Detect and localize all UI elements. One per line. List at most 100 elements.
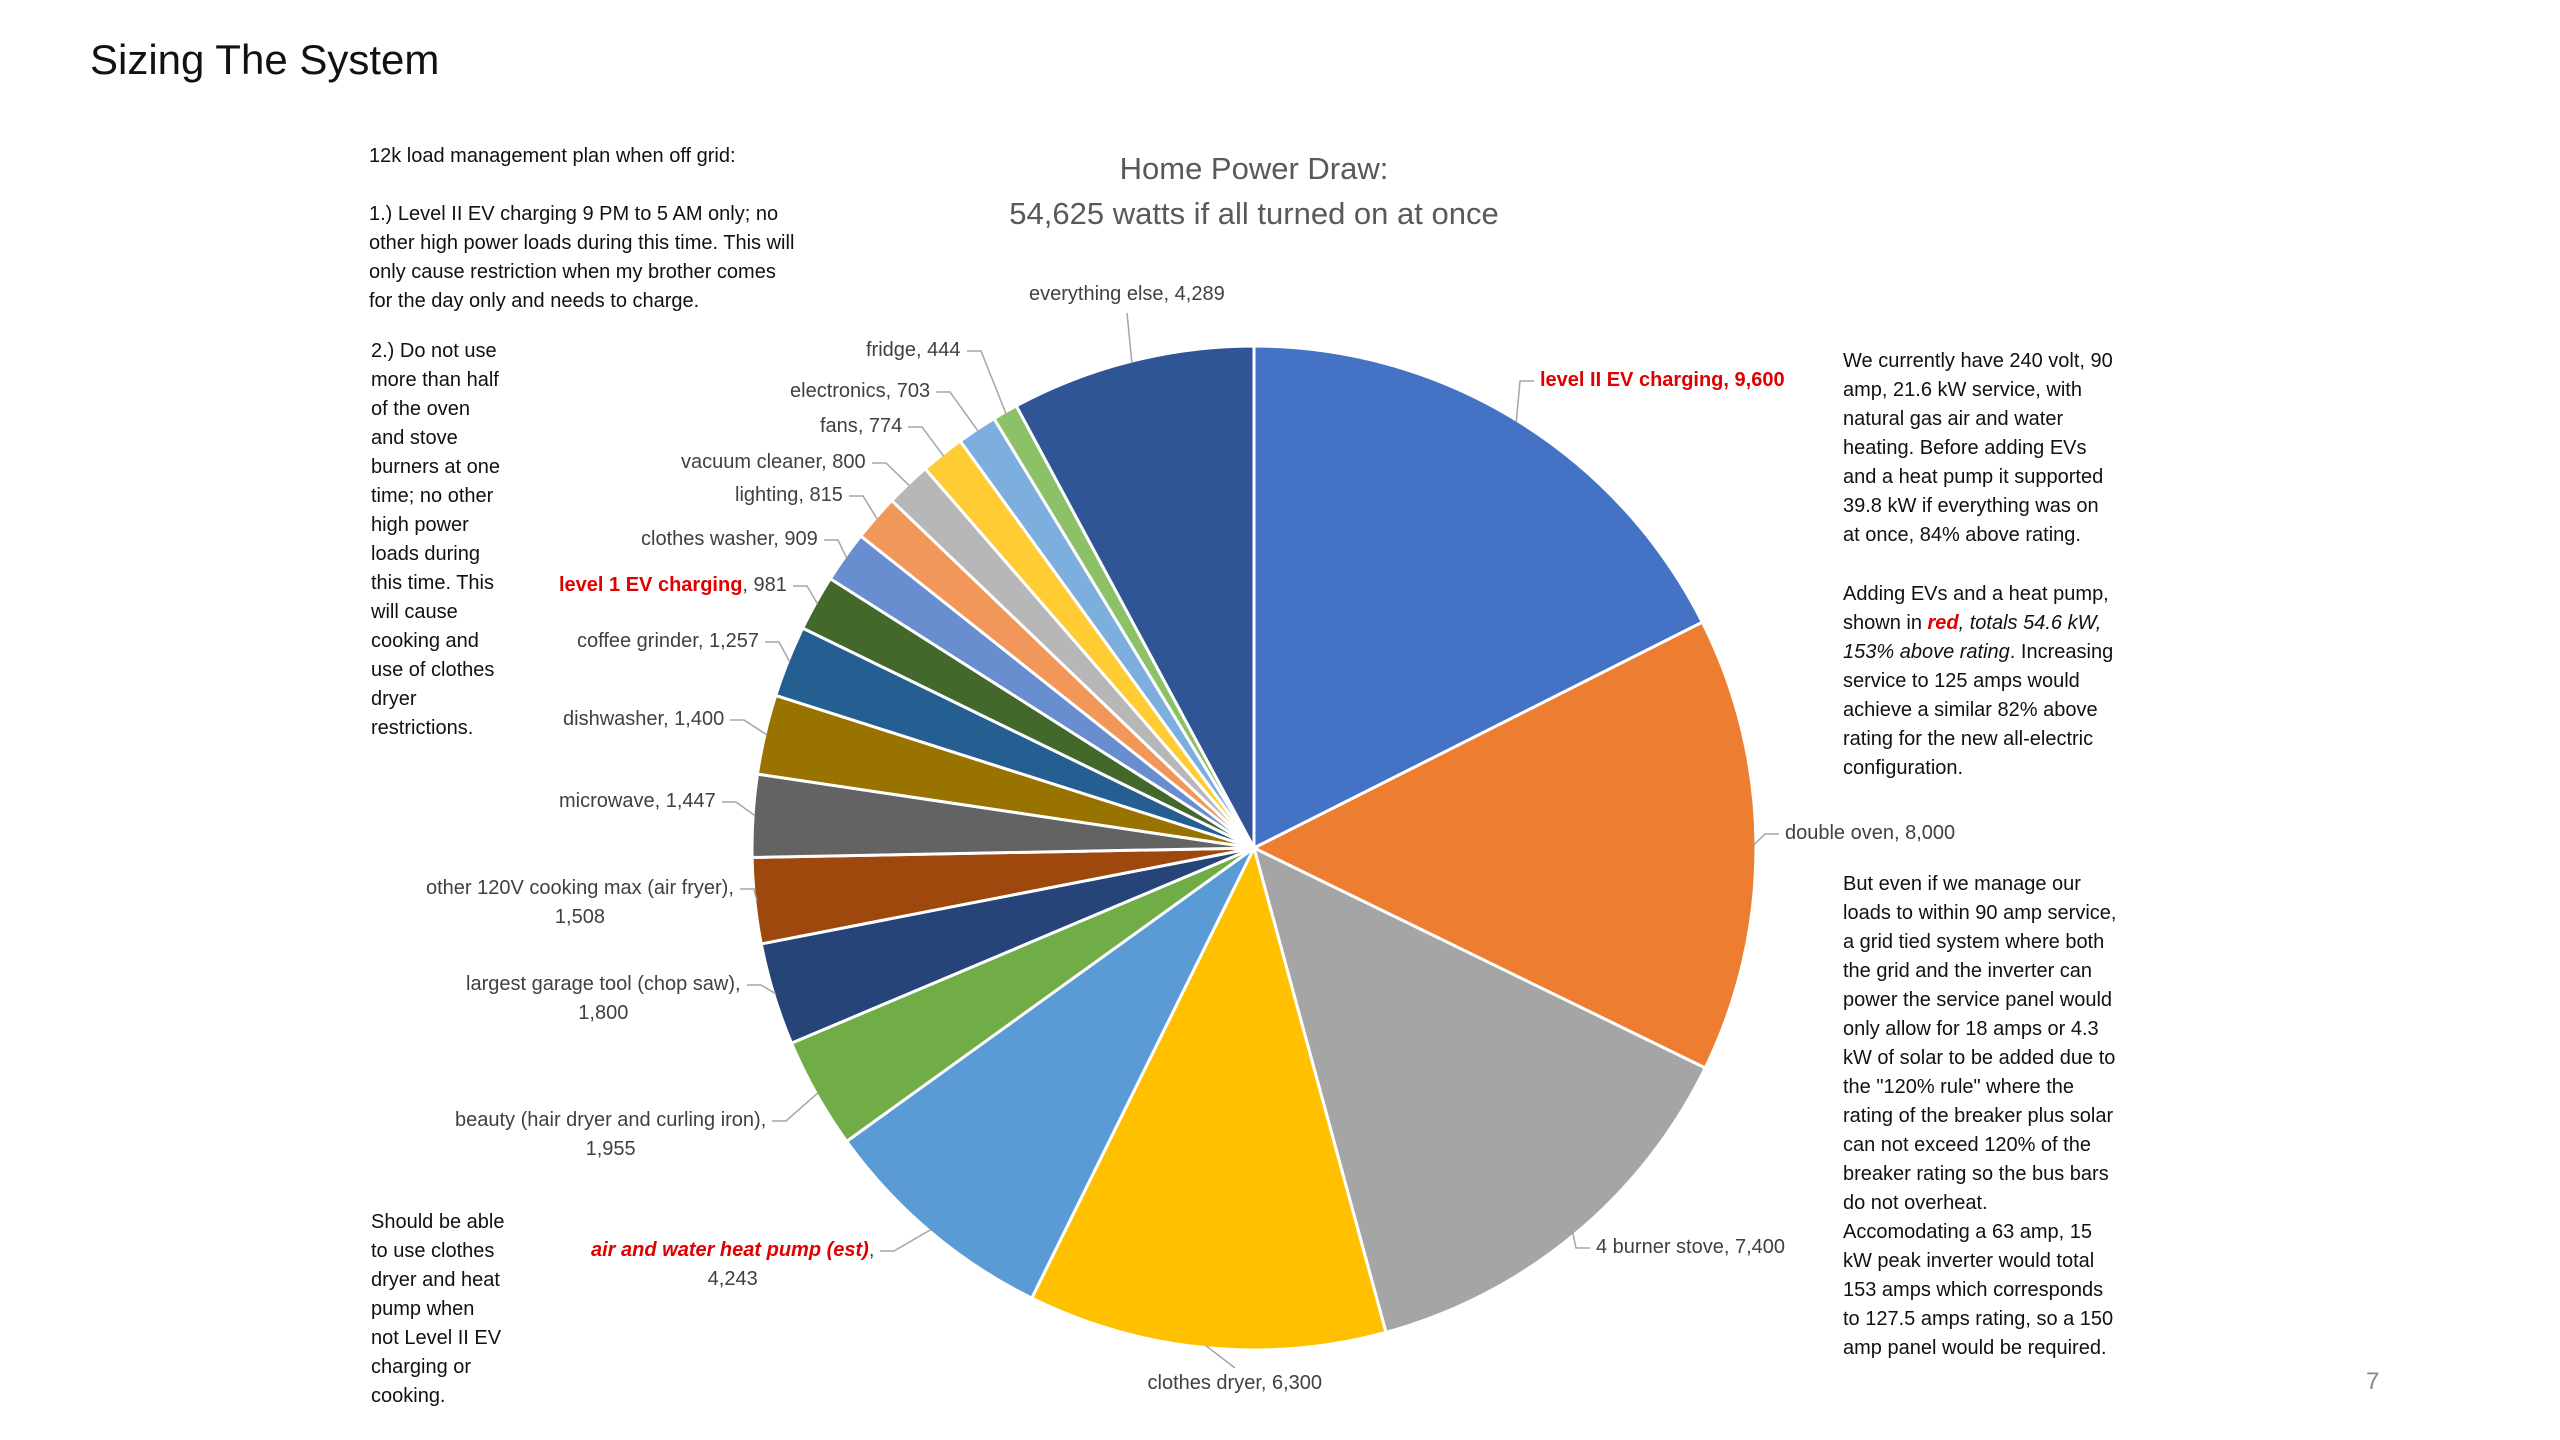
data-label: dishwasher, 1,400 <box>563 705 724 734</box>
data-label: largest garage tool (chop saw), 1,800 <box>466 970 741 1028</box>
text-segment: shown in <box>1843 612 1928 634</box>
data-label-name: electronics <box>790 380 886 402</box>
text-line: 153 amps which corresponds <box>1843 1279 2104 1301</box>
leader-line <box>1126 312 1133 364</box>
data-label: level 1 EV charging, 981 <box>559 571 787 600</box>
text-line: high power <box>371 514 469 536</box>
slide-title: Sizing The System <box>90 36 440 83</box>
data-label-name: double oven <box>1785 822 1894 844</box>
data-label-value: , 909 <box>773 528 818 550</box>
text-line: kW peak inverter would total <box>1843 1250 2095 1272</box>
data-label-value: , <box>735 973 741 995</box>
leader-line <box>908 426 945 457</box>
text-line: of the oven <box>371 398 470 420</box>
leader-line <box>849 495 878 520</box>
data-label: 4 burner stove, 7,400 <box>1596 1233 1785 1262</box>
data-label-value: , 7,400 <box>1723 1236 1786 1258</box>
data-label: double oven, 8,000 <box>1785 819 1955 848</box>
text-line: Accomodating a 63 amp, 15 <box>1843 1221 2093 1243</box>
text-line: charging or <box>371 1356 472 1378</box>
data-label-value: , 1,400 <box>663 708 725 730</box>
data-label: clothes washer, 909 <box>641 525 818 554</box>
text-segment: red <box>1927 612 1959 634</box>
text-line: loads during <box>371 543 480 565</box>
text-line: configuration. <box>1843 757 1964 779</box>
data-label: other 120V cooking max (air fryer), 1,50… <box>426 874 734 932</box>
text-line: to use clothes <box>371 1240 495 1262</box>
pie-slice-4-burner-stove <box>1251 845 1708 1335</box>
data-label-name: lighting <box>735 484 799 506</box>
data-label-value: , 9,600 <box>1723 369 1785 391</box>
text-line: Should be able <box>371 1211 505 1233</box>
text-line: achieve a similar 82% above <box>1843 699 2098 721</box>
text-line: kW of solar to be added due to <box>1843 1047 2116 1069</box>
data-label-name: microwave <box>559 790 655 812</box>
text-line: the "120% rule" where the <box>1843 1076 2075 1098</box>
data-label-value: , 6,300 <box>1260 1372 1323 1394</box>
leader-line <box>872 462 910 487</box>
text-line: burners at one <box>371 456 500 478</box>
leader-line <box>824 539 848 559</box>
text-segment: . Increasing <box>2009 641 2114 663</box>
text-line: other high power loads during this time.… <box>369 232 795 254</box>
text-line: 39.8 kW if everything was on <box>1843 495 2099 517</box>
data-label-name: clothes dryer <box>1147 1372 1261 1394</box>
leader-line <box>730 719 768 736</box>
data-label-value: , 703 <box>885 380 931 402</box>
text-line: loads to within 90 amp service, <box>1843 902 2117 924</box>
page-number: 7 <box>2366 1368 2380 1395</box>
data-label: everything else, 4,289 <box>1029 280 1225 309</box>
bottom-note: Should be able to use clothes dryer and he… <box>371 1208 504 1411</box>
text-line: dryer and heat <box>371 1269 500 1291</box>
text-line: use of clothes <box>371 659 495 681</box>
data-label-name: 4 burner stove <box>1596 1236 1724 1258</box>
text-line: the grid and the inverter can <box>1843 960 2093 982</box>
leader-line <box>722 801 756 817</box>
leader-line <box>1205 1345 1236 1369</box>
chart-title-line-2: 54,625 watts if all turned on at once <box>1009 196 1499 231</box>
data-label-name: largest garage tool (chop saw) <box>466 973 736 995</box>
data-label-name: fridge <box>866 339 917 361</box>
text-line: breaker rating so the bus bars <box>1843 1163 2109 1185</box>
data-label-name: level 1 EV charging <box>559 574 743 596</box>
data-label-value: , <box>868 1239 875 1261</box>
text-line: rating for the new all-electric <box>1843 728 2094 750</box>
text-line: will cause <box>371 601 458 623</box>
leader-line <box>765 641 791 663</box>
data-label: microwave, 1,447 <box>559 787 716 816</box>
data-label: vacuum cleaner, 800 <box>681 448 866 477</box>
data-label: clothes dryer, 6,300 <box>1148 1369 1323 1398</box>
text-line: 153% above rating. Increasing <box>1843 638 2113 667</box>
text-line: can not exceed 120% of the <box>1843 1134 2091 1156</box>
data-label-value: 1,800 <box>578 1002 629 1024</box>
text-line: service to 125 amps would <box>1843 670 2080 692</box>
text-segment: , totals 54.6 kW, <box>1958 612 2102 634</box>
data-label-name: clothes washer <box>641 528 774 550</box>
text-line: do not overheat. <box>1843 1192 1988 1214</box>
data-label-name: other 120V cooking max (air fryer) <box>426 877 729 899</box>
ev-heat-pump-paragraph: Adding EVs and a heat pump, shown in red,… <box>1843 580 2113 783</box>
data-label: lighting, 815 <box>735 481 843 510</box>
data-label-name: level II EV charging <box>1540 369 1724 391</box>
data-label-value: 1,955 <box>585 1138 636 1160</box>
data-label-name: coffee grinder <box>577 630 698 652</box>
data-label: electronics, 703 <box>790 377 930 406</box>
leader-line <box>772 1092 819 1122</box>
leader-line <box>967 350 1007 415</box>
data-label-value: , 800 <box>821 451 866 473</box>
data-label-name: vacuum cleaner <box>681 451 822 473</box>
chart-title: Home Power Draw: 54,625 watts if all tur… <box>954 146 1554 236</box>
data-label-value: 1,508 <box>554 906 605 928</box>
leader-line <box>936 391 979 432</box>
text-line: for the day only and needs to charge. <box>369 290 700 312</box>
text-line: shown in red, totals 54.6 kW, <box>1843 609 2113 638</box>
chart-title-line-1: Home Power Draw: <box>1119 151 1389 186</box>
leader-line <box>1572 1232 1590 1249</box>
text-line: Adding EVs and a heat pump, <box>1843 583 2109 605</box>
data-label-name: beauty (hair dryer and curling iron) <box>455 1109 761 1131</box>
text-line: amp panel would be required. <box>1843 1337 2107 1359</box>
data-label-name: air and water heat pump (est) <box>591 1239 869 1261</box>
text-segment: 153% above rating <box>1843 641 2010 663</box>
text-line: dryer <box>371 688 417 710</box>
